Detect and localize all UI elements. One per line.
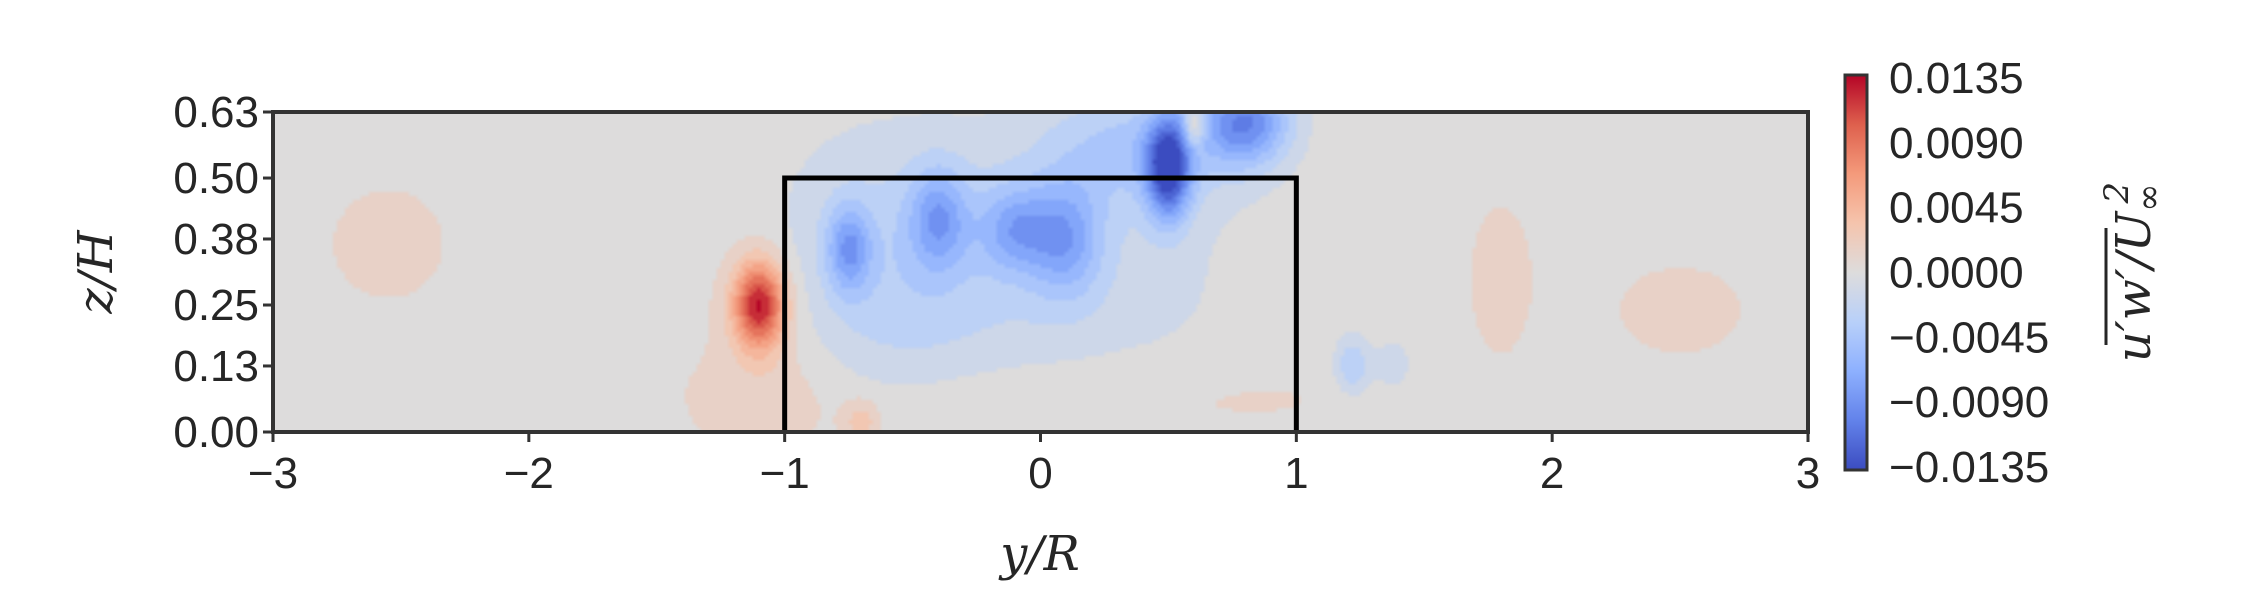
colorbar-tick-label: 0.0000 [1889, 249, 2024, 298]
x-tick-label: −1 [760, 449, 810, 498]
x-tick-label: 0 [1028, 449, 1052, 498]
colorbar-ticks: 0.0135 0.0090 0.0045 0.0000 −0.0045 −0.0090 −0… [1889, 54, 2049, 492]
y-tick-label: 0.38 [173, 215, 259, 264]
y-tick-label: 0.25 [173, 281, 259, 330]
colorbar-tick-label: 0.0045 [1889, 184, 2024, 233]
x-axis-ticks: −3 −2 −1 0 1 2 3 [248, 432, 1820, 498]
x-tick-label: 1 [1284, 449, 1308, 498]
colorbar: 0.0135 0.0090 0.0045 0.0000 −0.0045 −0.0090 −0… [1843, 54, 2169, 492]
colorbar-tick-label: 0.0090 [1889, 119, 2024, 168]
colorbar-label-denominator: /U [2106, 210, 2162, 272]
colorbar-gradient [1843, 73, 1869, 472]
colorbar-label-subscript: ∞ [2129, 183, 2169, 211]
x-tick-label: −2 [504, 449, 554, 498]
colorbar-label-base: u′w′ [2106, 268, 2162, 362]
y-axis-label: z/H [68, 229, 124, 314]
colorbar-label-superscript: 2 [2097, 182, 2137, 205]
contour-field [273, 112, 1808, 432]
colorbar-label: u′w′/U∞2 [2097, 182, 2169, 362]
y-tick-label: 0.00 [173, 408, 259, 457]
x-tick-label: 3 [1796, 449, 1820, 498]
y-tick-label: 0.50 [173, 154, 259, 203]
colorbar-tick-label: −0.0135 [1889, 443, 2049, 492]
y-axis-ticks: 0.00 0.13 0.25 0.38 0.50 0.63 [173, 88, 273, 457]
x-axis-label: y/R [998, 526, 1079, 582]
contour-field-image [273, 112, 1808, 432]
x-tick-label: −3 [248, 449, 298, 498]
colorbar-tick-label: 0.0135 [1889, 54, 2024, 103]
colorbar-tick-label: −0.0090 [1889, 378, 2049, 427]
y-tick-label: 0.13 [173, 342, 259, 391]
colorbar-tick-label: −0.0045 [1889, 313, 2049, 362]
plot-area [271, 110, 1810, 434]
x-tick-label: 2 [1540, 449, 1564, 498]
y-tick-label: 0.63 [173, 88, 259, 137]
turbine-outline [782, 175, 1299, 432]
